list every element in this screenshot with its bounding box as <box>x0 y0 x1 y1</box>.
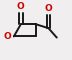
Text: O: O <box>17 2 25 11</box>
Text: O: O <box>4 32 12 41</box>
Text: O: O <box>45 4 52 13</box>
